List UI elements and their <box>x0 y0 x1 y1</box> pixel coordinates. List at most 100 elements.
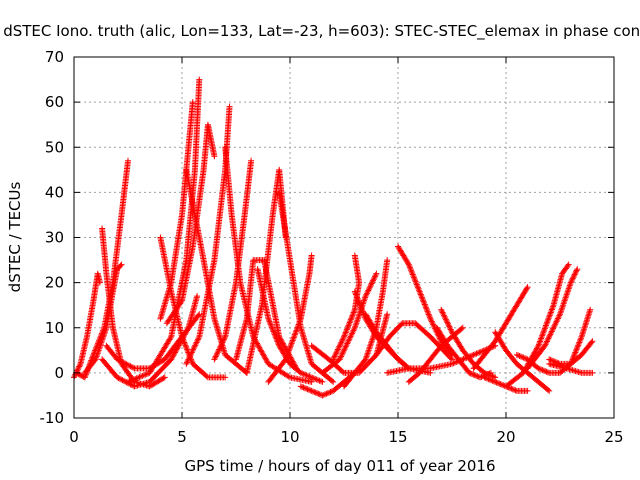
data-point <box>184 358 191 364</box>
data-point <box>362 314 369 321</box>
data-point <box>540 328 547 335</box>
data-point <box>309 388 316 395</box>
data-point <box>521 355 528 362</box>
data-point <box>561 297 568 304</box>
data-point <box>539 331 546 338</box>
data-point <box>303 372 310 379</box>
data-point <box>184 346 191 353</box>
data-point <box>288 341 295 348</box>
data-point <box>467 370 474 377</box>
data-point <box>354 294 361 301</box>
data-point <box>516 352 523 359</box>
data-point <box>548 307 555 314</box>
data-point <box>537 338 544 345</box>
data-point <box>354 317 361 324</box>
data-point <box>139 372 146 379</box>
data-point <box>222 374 229 381</box>
data-point <box>275 341 282 348</box>
data-point <box>340 349 347 356</box>
data-point <box>542 341 549 348</box>
data-point <box>337 340 344 347</box>
data-point <box>272 332 279 339</box>
data-point <box>360 310 367 317</box>
data-point <box>474 350 481 357</box>
data-point <box>472 351 479 358</box>
data-point <box>573 346 580 353</box>
data-point <box>409 270 416 277</box>
data-point <box>184 359 191 366</box>
data-point <box>308 252 315 259</box>
data-point <box>567 279 574 286</box>
data-point <box>369 279 376 286</box>
data-point <box>484 375 491 382</box>
data-point <box>589 369 596 376</box>
data-series <box>481 374 531 394</box>
data-point <box>366 345 373 352</box>
data-point <box>446 323 453 330</box>
data-point <box>71 373 78 380</box>
data-point <box>412 277 419 284</box>
data-point <box>349 330 356 337</box>
data-point <box>181 339 188 346</box>
data-point <box>290 336 297 343</box>
data-point <box>556 312 563 319</box>
data-point <box>547 309 554 316</box>
data-point <box>419 295 426 302</box>
data-series <box>503 261 572 390</box>
data-point <box>345 322 352 329</box>
data-point <box>352 291 359 298</box>
data-point <box>114 356 121 363</box>
data-series <box>265 252 315 385</box>
data-point <box>497 381 504 388</box>
data-point <box>553 318 560 325</box>
data-point <box>443 317 450 324</box>
data-point <box>513 351 520 358</box>
data-point <box>348 331 355 338</box>
data-point <box>577 336 584 343</box>
data-point <box>118 376 125 383</box>
data-point <box>546 312 553 319</box>
data-point <box>347 333 354 340</box>
data-point <box>458 325 465 332</box>
data-point <box>316 391 323 398</box>
data-point <box>124 361 131 368</box>
data-point <box>269 327 276 334</box>
data-point <box>550 325 557 332</box>
data-point <box>354 295 361 302</box>
data-point <box>384 311 391 318</box>
data-point <box>275 339 282 346</box>
data-point <box>180 338 187 345</box>
data-point <box>330 354 337 361</box>
data-point <box>130 364 137 371</box>
data-point <box>297 369 304 376</box>
data-point <box>330 356 337 363</box>
data-point <box>560 300 567 307</box>
data-point <box>130 376 137 383</box>
data-point <box>273 335 280 342</box>
data-point <box>429 319 436 326</box>
data-point <box>296 320 303 327</box>
data-point <box>192 340 199 347</box>
data-point <box>444 319 451 326</box>
data-point <box>481 374 488 381</box>
data-point <box>269 325 276 332</box>
data-point <box>448 327 455 334</box>
data-point <box>430 322 437 329</box>
data-point <box>425 311 432 318</box>
data-point <box>512 387 519 394</box>
data-point <box>552 319 559 326</box>
data-point <box>540 329 547 336</box>
data-series <box>71 270 103 381</box>
data-point <box>125 378 131 385</box>
data-point <box>539 332 546 339</box>
data-point <box>91 357 98 364</box>
data-point <box>524 387 531 394</box>
data-point <box>140 372 147 379</box>
data-series <box>157 99 196 322</box>
data-point <box>364 351 371 358</box>
data-point <box>466 369 473 376</box>
data-point <box>142 371 149 378</box>
data-point <box>188 350 195 357</box>
data-point <box>364 288 371 295</box>
data-point <box>366 344 373 351</box>
